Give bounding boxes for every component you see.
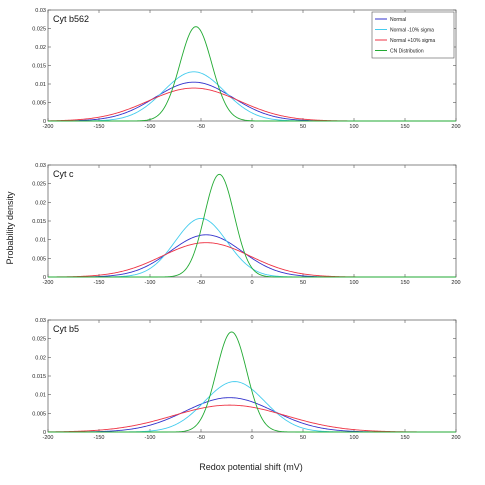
x-tick-label: 200 [451,435,460,441]
y-tick-label: 0.015 [32,64,46,70]
y-axis-title: Probability density [5,191,15,265]
panel-label: Cyt b5 [53,324,79,334]
x-tick-label: -150 [93,435,104,441]
legend-entry: CN Distribution [390,48,424,54]
panel-3: -200 -150 -100 -50 0 50 100 150 200 0 0.005 0.01 0.0… [32,318,460,441]
x-tick-label: 200 [451,280,460,286]
y-tick-label: 0.03 [35,8,46,14]
y-tick-label: 0.025 [32,182,46,188]
x-tick-label: 150 [400,124,409,130]
y-tick-label: 0.01 [35,393,46,399]
x-tick-label: 50 [300,124,306,130]
y-tick-label: 0.03 [35,163,46,169]
y-tick-label: 0 [43,275,46,281]
x-tick-label: 0 [250,124,253,130]
y-tick-label: 0.025 [32,337,46,343]
y-tick-label: 0.025 [32,27,46,33]
y-tick-label: 0.005 [32,411,46,417]
x-tick-label: 100 [349,124,358,130]
x-tick-label: -50 [197,435,205,441]
panel-label: Cyt b562 [53,14,89,24]
curve-normal-10-sigma [47,404,456,433]
x-tick-label: 100 [349,280,358,286]
legend-entry: Normal +10% sigma [390,38,435,44]
y-tick-label: 0.005 [32,101,46,107]
x-axis-title: Redox potential shift (mV) [199,462,303,472]
x-tick-label: -100 [144,124,155,130]
x-tick-label: 0 [250,435,253,441]
x-tick-label: 0 [250,280,253,286]
x-tick-label: -150 [93,124,104,130]
y-tick-label: 0.01 [35,82,46,88]
panel-2: -200 -150 -100 -50 0 50 100 150 200 0 0.005 0.01 0.0… [32,163,460,286]
y-tick-label: 0.01 [35,238,46,244]
plot-frame [47,319,457,433]
y-tick-label: 0.005 [32,256,46,262]
x-tick-label: -200 [42,124,53,130]
curve-cn-distribution [48,173,456,278]
x-tick-label: -150 [93,280,104,286]
x-tick-label: -50 [197,124,205,130]
x-tick-label: -100 [144,280,155,286]
y-tick-label: 0 [43,430,46,436]
x-tick-label: -50 [197,280,205,286]
y-tick-label: 0.02 [35,355,46,361]
x-tick-label: 150 [400,280,409,286]
x-tick-label: 200 [451,124,460,130]
y-tick-label: 0.015 [32,374,46,380]
x-tick-label: 50 [300,435,306,441]
panel-label: Cyt c [53,169,74,179]
plot-frame [47,164,457,278]
panels-group: -200 -150 -100 -50 0 50 100 150 200 0 0.005 0.01 0.0… [32,8,460,441]
x-tick-label: -100 [144,435,155,441]
x-tick-label: -200 [42,280,53,286]
x-tick-label: 50 [300,280,306,286]
legend: Normal Normal -10% sigma Normal +10% sigma… [371,11,455,59]
legend-entry: Normal -10% sigma [390,27,434,33]
legend-entry: Normal [390,17,406,23]
x-tick-label: 100 [349,435,358,441]
y-tick-label: 0.02 [35,45,46,51]
x-tick-label: -200 [42,435,53,441]
panel-1: -200 -150 -100 -50 0 50 100 150 200 0 0.005 0.01 0.0… [32,8,460,130]
curve-cn-distribution [48,26,456,122]
legend-box [371,11,455,59]
y-tick-label: 0.02 [35,200,46,206]
y-tick-label: 0 [43,119,46,125]
x-tick-label: 150 [400,435,409,441]
y-tick-label: 0.015 [32,219,46,225]
curve-cn-distribution [48,331,456,433]
y-tick-label: 0.03 [35,318,46,324]
